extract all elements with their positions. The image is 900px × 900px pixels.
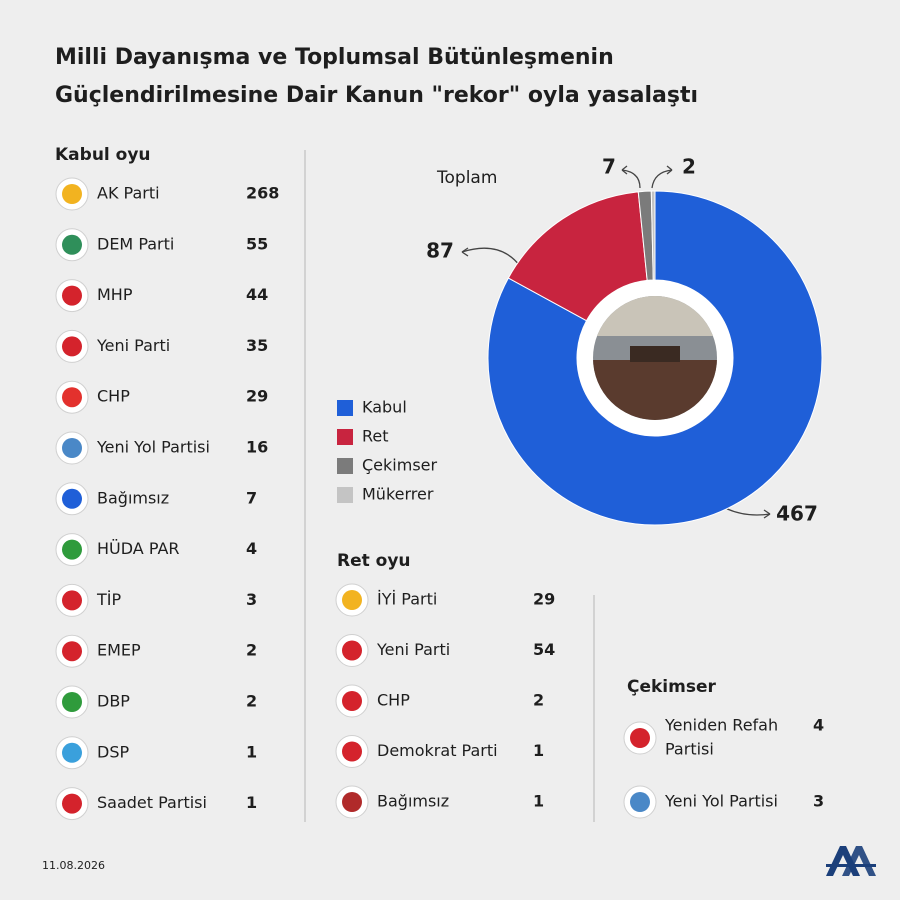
value-label: 2 (682, 155, 696, 179)
party-logo (62, 488, 82, 509)
party-votes: 2 (246, 641, 257, 660)
party-logo (62, 793, 82, 814)
party-votes: 35 (246, 336, 268, 355)
party-logo (630, 728, 650, 748)
party-logo (342, 691, 362, 711)
party-logo (342, 590, 362, 610)
party-name: TİP (96, 590, 121, 609)
legend-label: Ret (362, 427, 389, 446)
party-name: DBP (97, 692, 130, 711)
party-votes: 54 (533, 640, 555, 659)
party-logo (342, 792, 362, 812)
party-name: Bağımsız (377, 792, 449, 811)
section-heading: Ret oyu (337, 551, 411, 571)
party-votes: 1 (246, 742, 257, 761)
party-name: Saadet Partisi (97, 793, 207, 812)
party-logo (62, 184, 82, 204)
parliament-photo (593, 296, 717, 420)
party-logo (62, 234, 82, 255)
party-votes: 4 (246, 539, 257, 558)
party-logo (342, 741, 362, 762)
party-votes: 29 (533, 590, 555, 609)
party-logo (62, 539, 82, 560)
party-name: CHP (97, 387, 130, 406)
party-logo (62, 285, 82, 306)
party-votes: 16 (246, 438, 268, 457)
party-votes: 3 (246, 590, 257, 609)
chart-label: Toplam (436, 168, 497, 188)
legend-label: Mükerrer (362, 485, 434, 504)
photo-podium (630, 346, 680, 362)
party-name: Partisi (665, 740, 714, 759)
agency-logo (826, 846, 876, 876)
party-name: HÜDA PAR (97, 539, 180, 558)
party-name: Bağımsız (97, 488, 169, 507)
party-name: DEM Parti (97, 234, 174, 253)
party-name: Yeni Parti (96, 336, 170, 355)
party-logo (62, 590, 82, 611)
party-logo (62, 742, 82, 763)
party-votes: 1 (533, 741, 544, 760)
party-votes: 1 (533, 792, 544, 811)
party-name: Yeniden Refah (664, 716, 778, 735)
party-votes: 1 (246, 793, 257, 812)
party-logo (62, 641, 82, 662)
party-logo (342, 640, 362, 661)
party-votes: 3 (813, 792, 824, 811)
party-name: EMEP (97, 641, 141, 660)
party-logo (630, 792, 650, 812)
title-line: Milli Dayanışma ve Toplumsal Bütünleşmen… (55, 45, 614, 70)
section-heading: Çekimser (627, 677, 717, 697)
legend-label: Kabul (362, 398, 407, 417)
legend-swatch (337, 487, 353, 503)
party-name: Yeni Yol Partisi (96, 438, 210, 457)
party-votes: 55 (246, 234, 268, 253)
party-votes: 44 (246, 285, 268, 304)
party-votes: 2 (246, 692, 257, 711)
title-line: Güçlendirilmesine Dair Kanun "rekor" oyl… (55, 83, 698, 108)
party-logo (62, 692, 82, 712)
party-logo (62, 438, 82, 458)
legend-swatch (337, 458, 353, 474)
value-label: 7 (602, 155, 616, 179)
legend-swatch (337, 400, 353, 416)
party-name: CHP (377, 691, 410, 710)
party-name: Yeni Yol Partisi (664, 792, 778, 811)
value-label: 467 (776, 502, 818, 526)
legend-swatch (337, 429, 353, 445)
party-name: MHP (97, 285, 133, 304)
party-name: Yeni Parti (376, 640, 450, 659)
party-name: İYİ Parti (377, 590, 437, 609)
party-votes: 2 (533, 691, 544, 710)
party-logo (62, 336, 82, 357)
party-name: DSP (97, 742, 129, 761)
value-label: 87 (426, 239, 454, 263)
party-name: AK Parti (97, 184, 160, 203)
party-votes: 268 (246, 184, 279, 203)
party-name: Demokrat Parti (377, 741, 498, 760)
section-heading: Kabul oyu (55, 145, 151, 165)
party-votes: 29 (246, 387, 268, 406)
date: 11.08.2026 (42, 859, 105, 872)
legend-label: Çekimser (362, 456, 437, 475)
party-votes: 7 (246, 488, 257, 507)
party-logo (62, 387, 82, 408)
party-votes: 4 (813, 716, 824, 735)
